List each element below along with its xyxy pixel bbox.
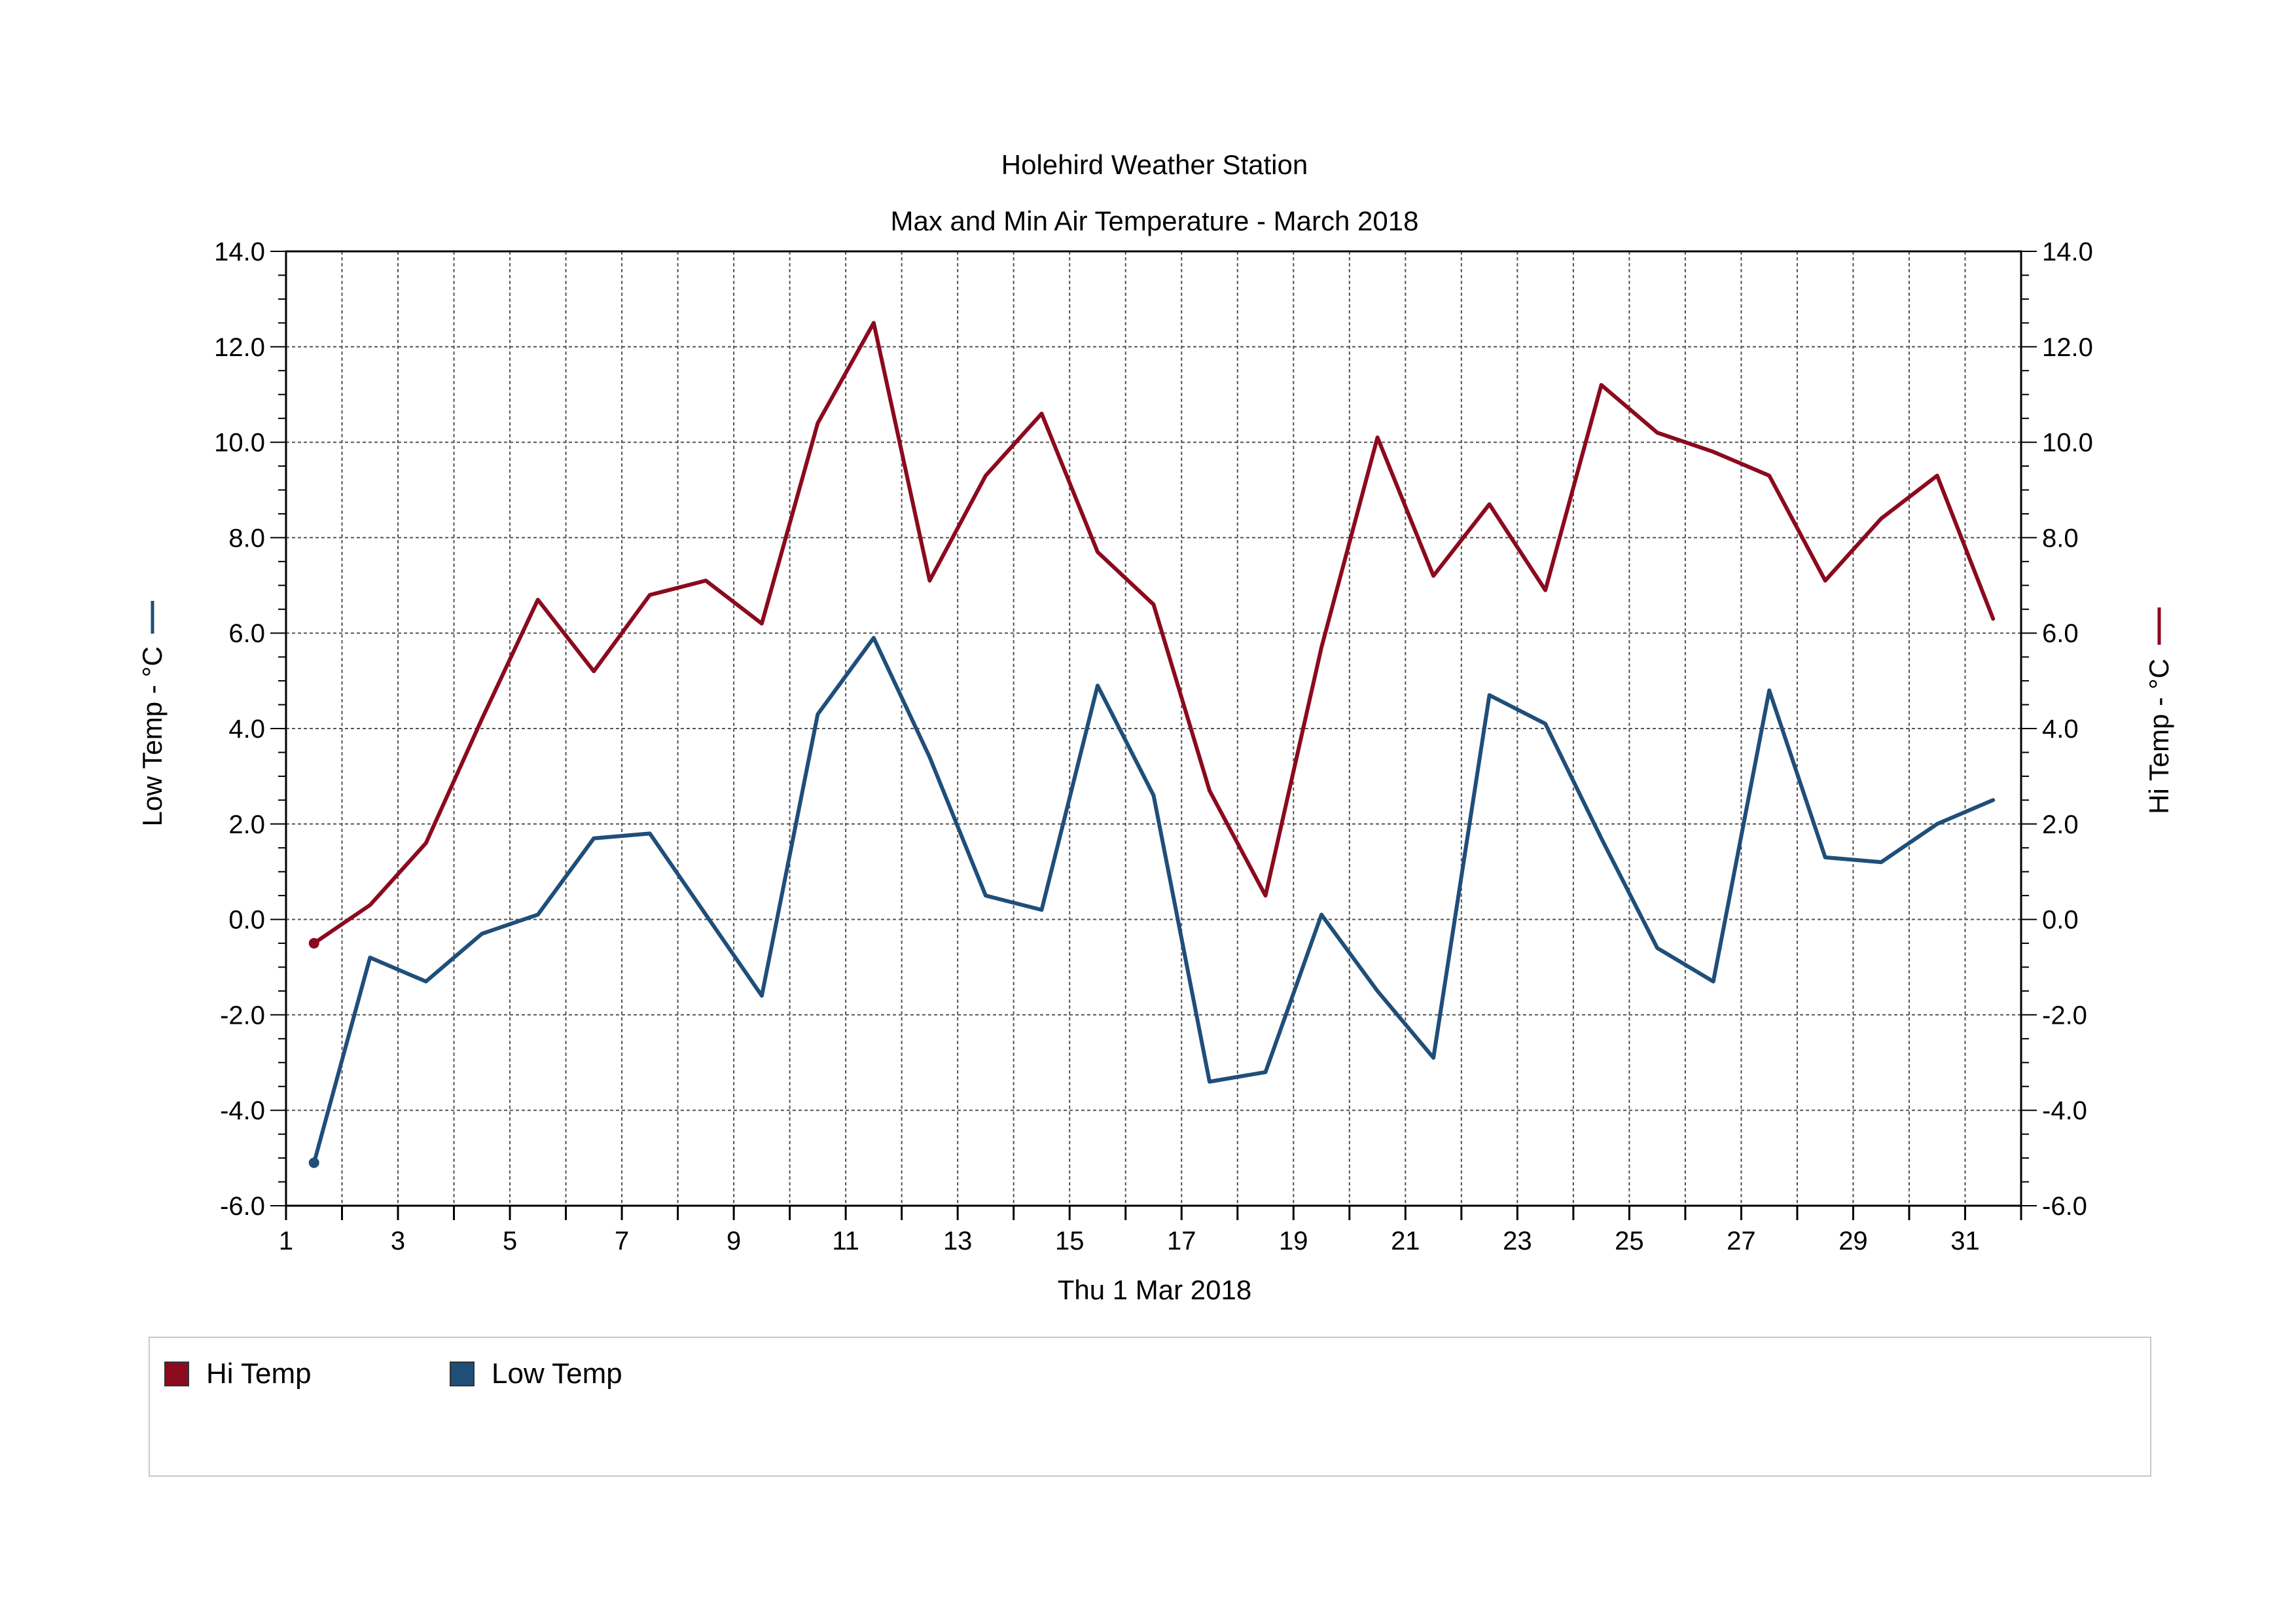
y-axis-label-left: Low Temp - °C (137, 646, 168, 826)
chart-subtitle: Max and Min Air Temperature - March 2018 (891, 206, 1419, 236)
x-tick-label: 11 (832, 1227, 859, 1255)
x-tick-label: 27 (1727, 1227, 1756, 1255)
series-start-point-hi-temp (308, 938, 319, 949)
legend-label-hi-temp: Hi Temp (206, 1358, 312, 1390)
chart-title: Holehird Weather Station (1001, 149, 1308, 180)
x-tick-label: 7 (615, 1227, 629, 1255)
y-tick-label-left: 12.0 (214, 333, 265, 362)
x-tick-label: 3 (391, 1227, 405, 1255)
y-tick-label-left: -6.0 (220, 1192, 265, 1221)
x-tick-label: 5 (503, 1227, 517, 1255)
x-tick-label: 13 (943, 1227, 973, 1255)
legend: Hi Temp Low Temp (149, 1337, 2151, 1477)
y-tick-label-right: 10.0 (2042, 429, 2093, 458)
y-tick-label-left: 8.0 (228, 524, 265, 552)
x-tick-label: 31 (1950, 1227, 1980, 1255)
y-tick-label-right: -4.0 (2042, 1096, 2087, 1125)
x-axis-label: Thu 1 Mar 2018 (1058, 1274, 1252, 1305)
legend-item-hi-temp: Hi Temp (164, 1358, 312, 1390)
legend-item-low-temp: Low Temp (450, 1358, 622, 1390)
y-tick-label-left: 14.0 (214, 238, 265, 266)
x-tick-label: 1 (279, 1227, 293, 1255)
y-tick-label-left: 2.0 (228, 810, 265, 839)
y-tick-label-right: 4.0 (2042, 715, 2079, 744)
x-tick-label: 15 (1055, 1227, 1085, 1255)
grid (286, 251, 2021, 1206)
y-tick-label-right: -6.0 (2042, 1192, 2087, 1221)
legend-swatch-hi-temp (164, 1362, 189, 1386)
y-tick-label-right: 2.0 (2042, 810, 2079, 839)
y-axis-label-right: Hi Temp - °C (2144, 659, 2174, 814)
y-tick-label-right: 14.0 (2042, 238, 2093, 266)
series-line-hi-temp (312, 321, 1996, 945)
x-tick-label: 21 (1391, 1227, 1420, 1255)
legend-label-low-temp: Low Temp (492, 1358, 622, 1390)
y-tick-label-right: 8.0 (2042, 524, 2079, 552)
x-tick-label: 19 (1279, 1227, 1308, 1255)
y-tick-label-right: 0.0 (2042, 906, 2079, 935)
x-tick-label: 29 (1839, 1227, 1868, 1255)
legend-swatch-low-temp (450, 1362, 475, 1386)
x-tick-label: 9 (726, 1227, 741, 1255)
y-tick-label-right: 12.0 (2042, 333, 2093, 362)
series-lines (308, 321, 1996, 1168)
axes: 1 3 5 7 9 11 13 15 17 19 21 23 25 27 29 31-6.0 -6.0-4.0-… (214, 238, 2093, 1255)
x-tick-label: 17 (1167, 1227, 1196, 1255)
y-tick-label-left: -4.0 (220, 1096, 265, 1125)
y-tick-label-left: 0.0 (228, 906, 265, 935)
y-tick-label-left: 4.0 (228, 715, 265, 744)
series-line-low-temp (312, 636, 1996, 1165)
y-tick-label-left: 10.0 (214, 429, 265, 458)
y-tick-label-left: -2.0 (220, 1001, 265, 1030)
y-tick-label-left: 6.0 (228, 619, 265, 648)
y-tick-label-right: 6.0 (2042, 619, 2079, 648)
y-tick-label-right: -2.0 (2042, 1001, 2087, 1030)
x-tick-label: 25 (1615, 1227, 1644, 1255)
x-tick-label: 23 (1503, 1227, 1532, 1255)
series-start-point-low-temp (308, 1157, 319, 1168)
